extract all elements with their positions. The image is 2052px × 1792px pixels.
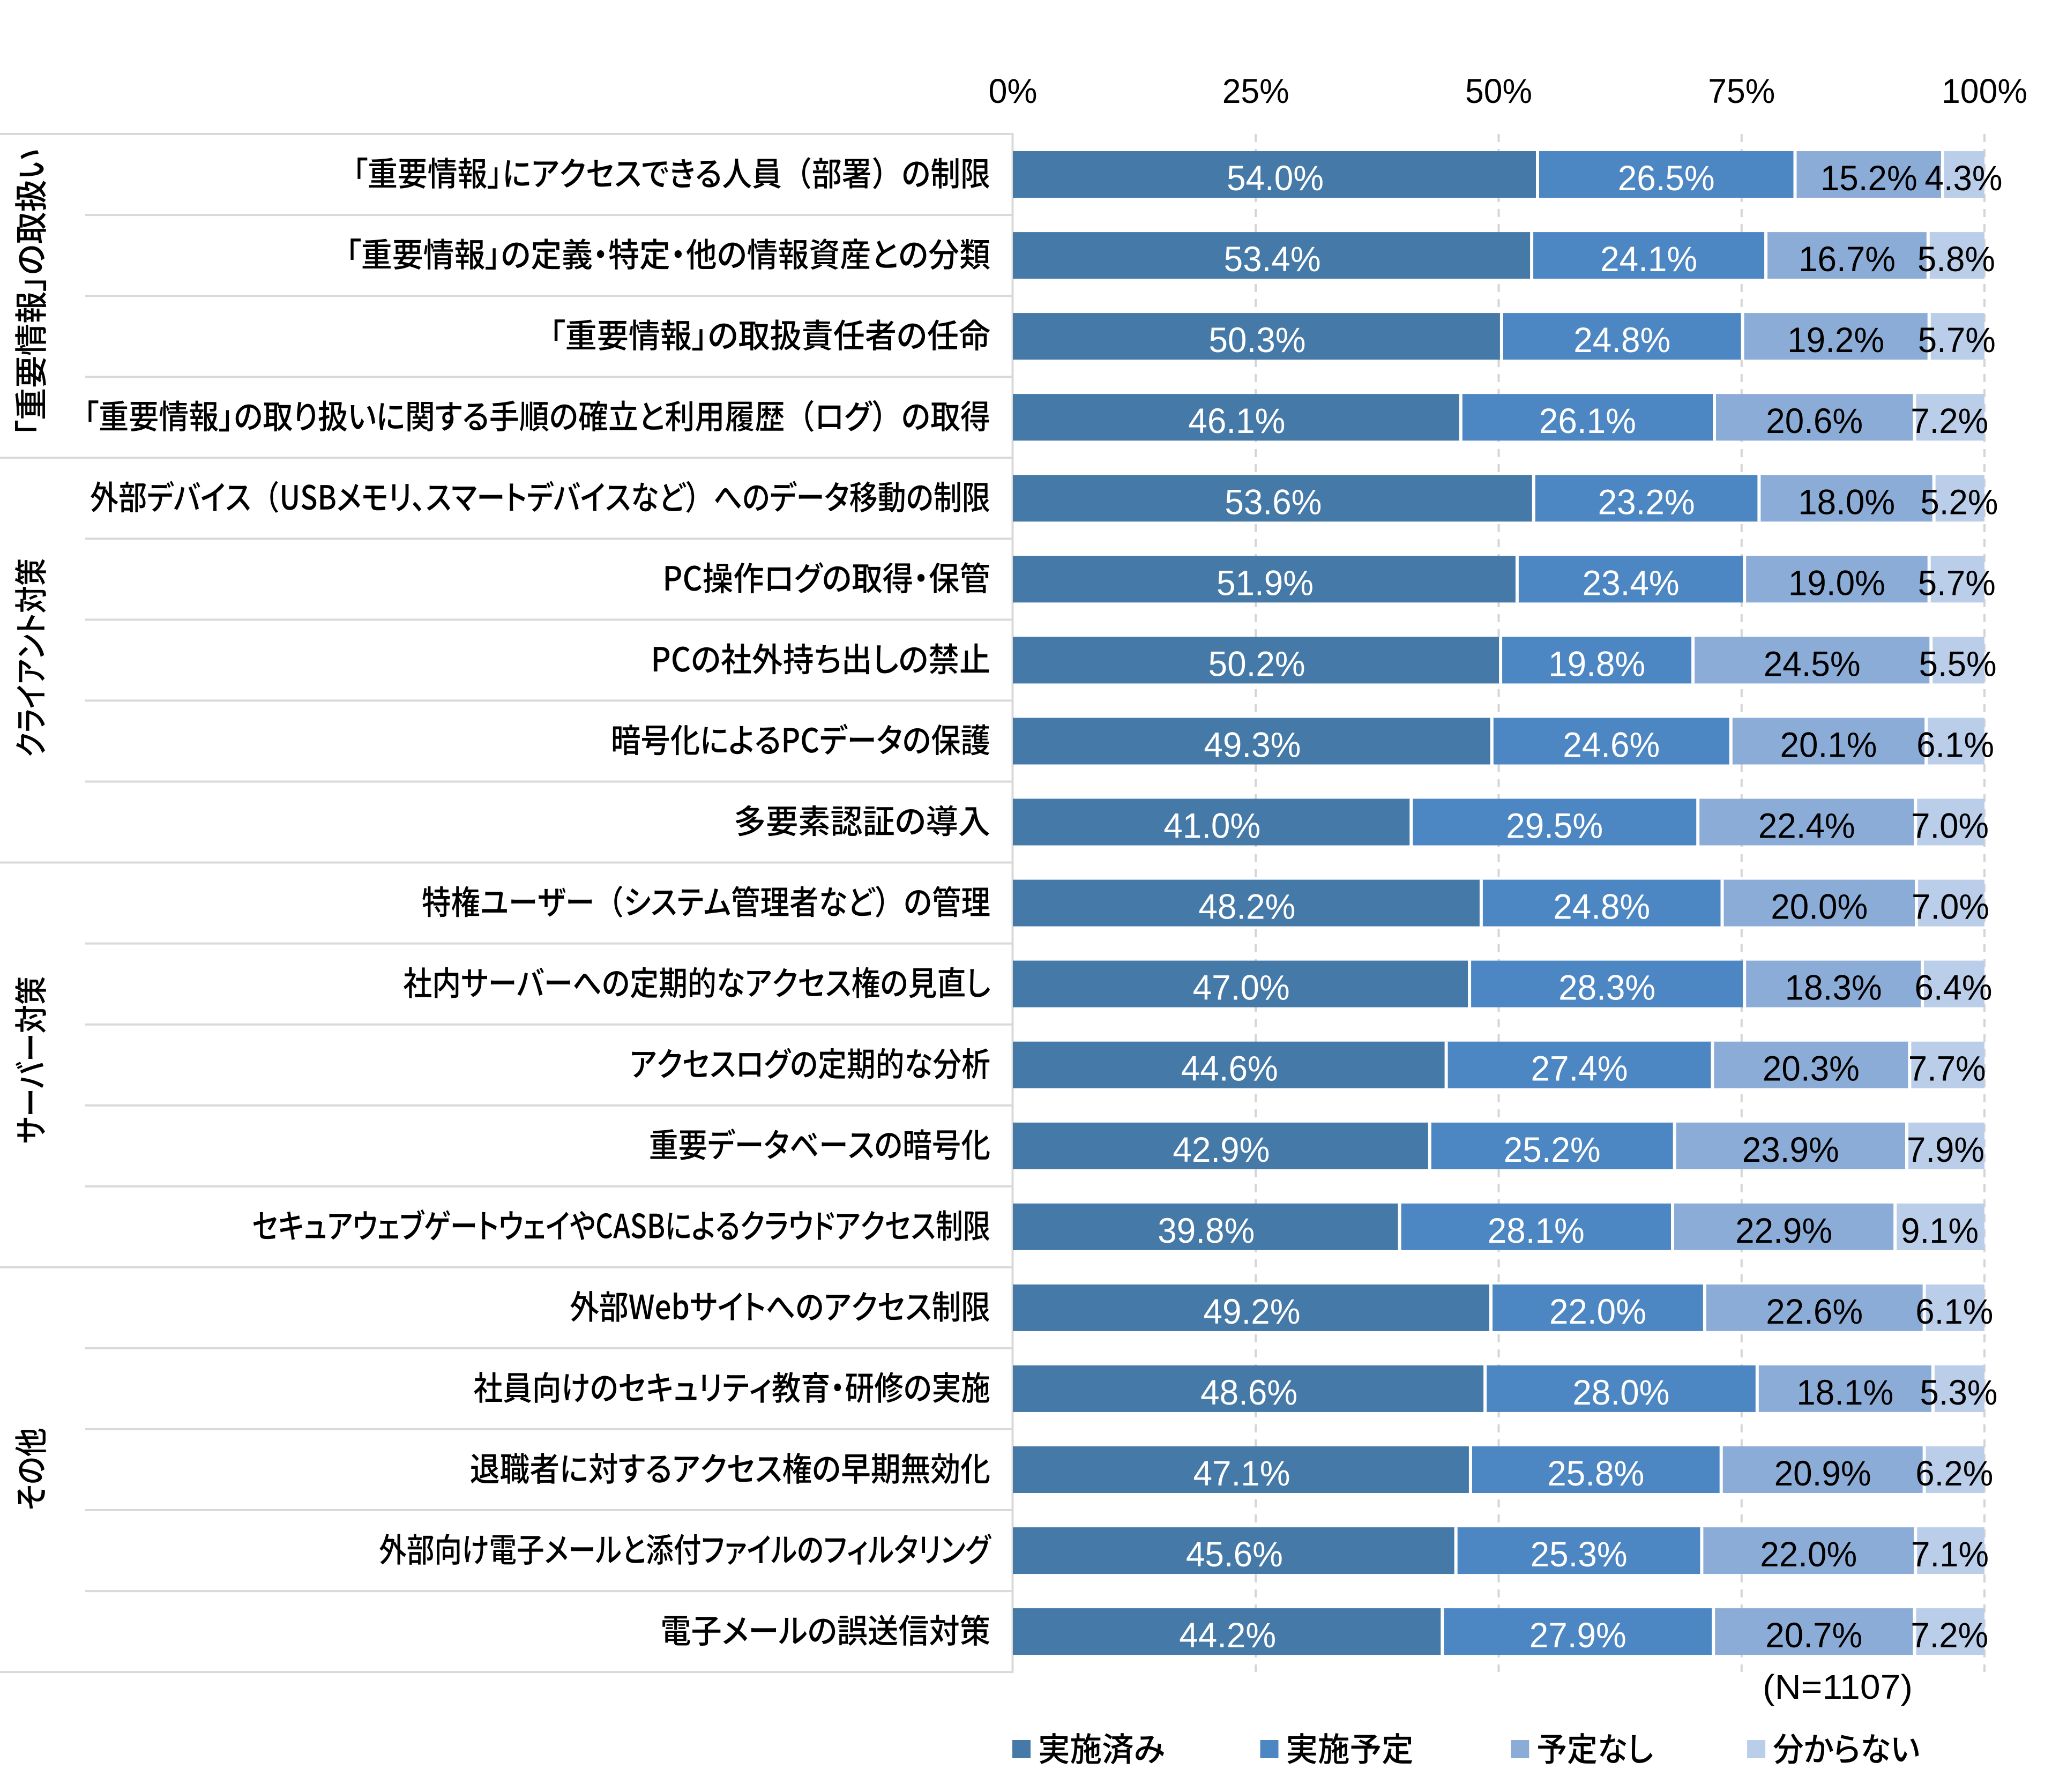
svg-text:9.1%: 9.1% xyxy=(1901,1211,1979,1250)
svg-text:4.3%: 4.3% xyxy=(1925,158,2003,198)
svg-text:18.0%: 18.0% xyxy=(1798,482,1895,521)
svg-text:100%: 100% xyxy=(1942,72,2027,110)
svg-text:44.2%: 44.2% xyxy=(1179,1615,1276,1655)
svg-text:49.2%: 49.2% xyxy=(1204,1291,1301,1331)
svg-text:23.2%: 23.2% xyxy=(1598,482,1695,521)
svg-text:7.2%: 7.2% xyxy=(1911,1615,1988,1655)
svg-text:50.3%: 50.3% xyxy=(1209,320,1306,360)
svg-text:6.1%: 6.1% xyxy=(1916,725,1994,765)
svg-text:23.9%: 23.9% xyxy=(1742,1130,1839,1169)
svg-text:44.6%: 44.6% xyxy=(1181,1049,1278,1088)
svg-text:28.1%: 28.1% xyxy=(1488,1211,1585,1250)
svg-text:20.0%: 20.0% xyxy=(1771,887,1868,927)
svg-text:6.2%: 6.2% xyxy=(1915,1453,1993,1493)
svg-text:22.9%: 22.9% xyxy=(1735,1211,1832,1250)
svg-text:20.7%: 20.7% xyxy=(1765,1615,1862,1655)
svg-text:24.1%: 24.1% xyxy=(1600,239,1697,279)
svg-text:22.4%: 22.4% xyxy=(1758,806,1855,846)
svg-text:46.1%: 46.1% xyxy=(1188,401,1285,440)
svg-text:6.1%: 6.1% xyxy=(1915,1291,1993,1331)
svg-text:25.2%: 25.2% xyxy=(1504,1130,1601,1169)
svg-text:27.4%: 27.4% xyxy=(1531,1049,1628,1088)
svg-text:48.6%: 48.6% xyxy=(1200,1372,1297,1412)
svg-text:45.6%: 45.6% xyxy=(1186,1534,1283,1574)
svg-text:23.4%: 23.4% xyxy=(1583,563,1680,602)
svg-text:7.0%: 7.0% xyxy=(1912,887,1989,927)
svg-text:7.0%: 7.0% xyxy=(1911,806,1989,846)
svg-text:75%: 75% xyxy=(1708,72,1775,110)
svg-text:7.9%: 7.9% xyxy=(1907,1130,1984,1169)
svg-text:22.0%: 22.0% xyxy=(1549,1291,1646,1331)
svg-text:(N=1107): (N=1107) xyxy=(1763,1668,1913,1706)
svg-text:22.0%: 22.0% xyxy=(1760,1534,1857,1574)
svg-text:20.9%: 20.9% xyxy=(1774,1453,1871,1493)
svg-text:47.0%: 47.0% xyxy=(1193,968,1290,1007)
svg-text:24.8%: 24.8% xyxy=(1553,887,1650,927)
svg-text:41.0%: 41.0% xyxy=(1163,806,1260,846)
svg-text:5.5%: 5.5% xyxy=(1919,644,1997,683)
svg-text:49.3%: 49.3% xyxy=(1204,725,1301,765)
svg-text:22.6%: 22.6% xyxy=(1766,1291,1863,1331)
svg-text:29.5%: 29.5% xyxy=(1506,806,1603,846)
svg-text:26.1%: 26.1% xyxy=(1539,401,1636,440)
svg-text:28.3%: 28.3% xyxy=(1558,968,1655,1007)
svg-text:19.0%: 19.0% xyxy=(1788,563,1885,602)
svg-text:5.3%: 5.3% xyxy=(1920,1372,1998,1412)
svg-text:5.8%: 5.8% xyxy=(1917,239,1995,279)
svg-text:0%: 0% xyxy=(989,72,1038,110)
svg-text:16.7%: 16.7% xyxy=(1799,239,1896,279)
svg-text:5.7%: 5.7% xyxy=(1918,563,1996,602)
svg-text:19.2%: 19.2% xyxy=(1787,320,1884,360)
svg-text:5.7%: 5.7% xyxy=(1918,320,1996,360)
svg-text:20.3%: 20.3% xyxy=(1763,1049,1860,1088)
svg-text:18.1%: 18.1% xyxy=(1796,1372,1893,1412)
svg-text:24.6%: 24.6% xyxy=(1563,725,1660,765)
svg-text:20.1%: 20.1% xyxy=(1780,725,1877,765)
svg-text:47.1%: 47.1% xyxy=(1193,1453,1290,1493)
svg-text:53.4%: 53.4% xyxy=(1224,239,1321,279)
svg-text:24.8%: 24.8% xyxy=(1573,320,1670,360)
svg-text:26.5%: 26.5% xyxy=(1618,158,1715,198)
svg-text:25%: 25% xyxy=(1222,72,1289,110)
svg-text:48.2%: 48.2% xyxy=(1198,887,1295,927)
svg-text:19.8%: 19.8% xyxy=(1548,644,1645,683)
svg-text:51.9%: 51.9% xyxy=(1217,563,1314,602)
svg-text:5.2%: 5.2% xyxy=(1920,482,1998,521)
svg-text:7.1%: 7.1% xyxy=(1911,1534,1989,1574)
svg-text:39.8%: 39.8% xyxy=(1158,1211,1255,1250)
svg-text:54.0%: 54.0% xyxy=(1227,158,1324,198)
svg-text:24.5%: 24.5% xyxy=(1764,644,1861,683)
svg-text:15.2%: 15.2% xyxy=(1820,158,1917,198)
svg-text:25.8%: 25.8% xyxy=(1547,1453,1644,1493)
svg-text:6.4%: 6.4% xyxy=(1915,968,1993,1007)
svg-text:42.9%: 42.9% xyxy=(1173,1130,1270,1169)
svg-text:50.2%: 50.2% xyxy=(1208,644,1305,683)
svg-text:7.7%: 7.7% xyxy=(1908,1049,1986,1088)
svg-text:50%: 50% xyxy=(1465,72,1532,110)
svg-text:18.3%: 18.3% xyxy=(1785,968,1882,1007)
svg-text:27.9%: 27.9% xyxy=(1529,1615,1626,1655)
svg-text:28.0%: 28.0% xyxy=(1572,1372,1669,1412)
svg-text:53.6%: 53.6% xyxy=(1225,482,1322,521)
svg-text:20.6%: 20.6% xyxy=(1766,401,1863,440)
svg-text:25.3%: 25.3% xyxy=(1531,1534,1628,1574)
svg-text:7.2%: 7.2% xyxy=(1911,401,1988,440)
